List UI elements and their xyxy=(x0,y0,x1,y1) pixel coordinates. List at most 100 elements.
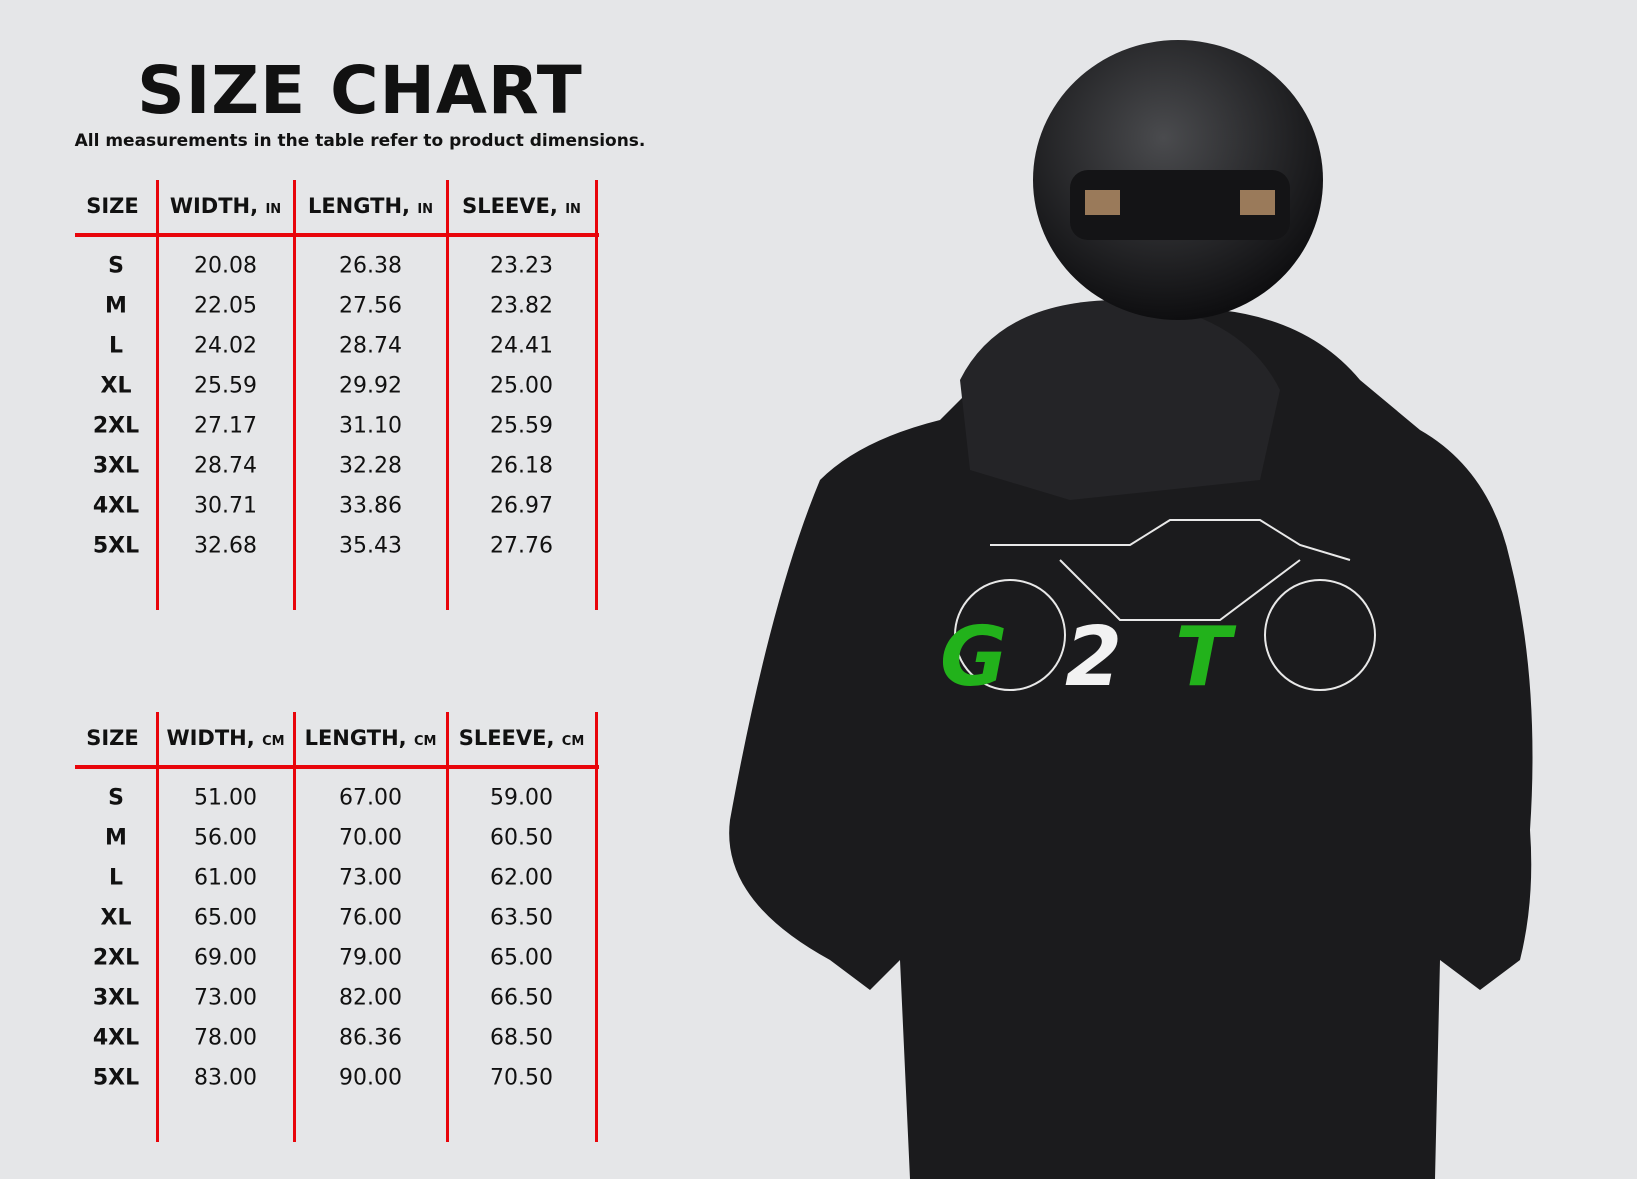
measurement-cell: 66.50 xyxy=(490,985,553,1011)
measurement-cell: 78.00 xyxy=(194,1025,257,1051)
column-divider xyxy=(156,712,159,1142)
measurement-cell: 83.00 xyxy=(194,1065,257,1091)
column-header: WIDTH, IN xyxy=(159,194,292,218)
header-label: SLEEVE, xyxy=(458,726,555,750)
size-label: XL xyxy=(100,373,132,399)
column-header: SIZE xyxy=(70,726,155,750)
column-header: WIDTH, CM xyxy=(159,726,292,750)
size-label: 5XL xyxy=(92,1065,140,1091)
measurement-cell: 20.08 xyxy=(194,253,257,279)
header-unit: CM xyxy=(413,734,437,749)
measurement-cell: 68.50 xyxy=(490,1025,553,1051)
measurement-cell: 25.59 xyxy=(194,373,257,399)
measurement-cell: 23.82 xyxy=(490,293,553,319)
measurement-cell: 24.41 xyxy=(490,333,553,359)
measurement-cell: 51.00 xyxy=(194,785,257,811)
measurement-cell: 33.86 xyxy=(339,493,402,519)
measurement-cell: 30.71 xyxy=(194,493,257,519)
header-unit: CM xyxy=(561,734,585,749)
header-divider xyxy=(75,765,599,769)
measurement-cell: 56.00 xyxy=(194,825,257,851)
size-label: 5XL xyxy=(92,533,140,559)
column-header: LENGTH, IN xyxy=(296,194,445,218)
measurement-cell: 73.00 xyxy=(194,985,257,1011)
size-label: 2XL xyxy=(92,413,140,439)
measurement-cell: 22.05 xyxy=(194,293,257,319)
header-label: WIDTH, xyxy=(166,726,255,750)
logo-t: T xyxy=(1175,610,1237,705)
measurement-cell: 90.00 xyxy=(339,1065,402,1091)
measurement-cell: 67.00 xyxy=(339,785,402,811)
header-unit: CM xyxy=(262,734,285,749)
size-label: M xyxy=(105,293,127,319)
hoodie xyxy=(729,307,1533,1179)
size-label: 4XL xyxy=(92,1025,140,1051)
column-header: SIZE xyxy=(70,194,155,218)
measurement-cell: 23.23 xyxy=(490,253,553,279)
measurement-cell: 69.00 xyxy=(194,945,257,971)
measurement-cell: 26.38 xyxy=(339,253,402,279)
measurement-cell: 25.00 xyxy=(490,373,553,399)
header-label: SIZE xyxy=(86,194,139,218)
column-divider xyxy=(595,712,598,1142)
logo-2: 2 xyxy=(1065,610,1122,705)
measurement-cell: 27.17 xyxy=(194,413,257,439)
measurement-cell: 27.76 xyxy=(490,533,553,559)
header-label: LENGTH, xyxy=(307,194,410,218)
measurement-cell: 79.00 xyxy=(339,945,402,971)
size-label: S xyxy=(108,785,124,811)
measurement-cell: 65.00 xyxy=(194,905,257,931)
subtitle: All measurements in the table refer to p… xyxy=(74,131,646,151)
size-label: 2XL xyxy=(92,945,140,971)
measurement-cell: 63.50 xyxy=(490,905,553,931)
measurement-cell: 70.00 xyxy=(339,825,402,851)
size-label: L xyxy=(108,865,124,891)
header-unit: IN xyxy=(565,202,581,217)
header-label: LENGTH, xyxy=(304,726,407,750)
column-divider xyxy=(156,180,159,610)
measurement-cell: 28.74 xyxy=(194,453,257,479)
measurement-cell: 61.00 xyxy=(194,865,257,891)
column-divider xyxy=(293,180,296,610)
measurement-cell: 26.18 xyxy=(490,453,553,479)
measurement-cell: 32.28 xyxy=(339,453,402,479)
column-divider xyxy=(595,180,598,610)
hood xyxy=(960,300,1280,500)
measurement-cell: 62.00 xyxy=(490,865,553,891)
logo-g: G xyxy=(940,610,1007,705)
measurement-cell: 27.56 xyxy=(339,293,402,319)
header-divider xyxy=(75,233,599,237)
measurement-cell: 29.92 xyxy=(339,373,402,399)
column-divider xyxy=(446,712,449,1142)
page-title: SIZE CHART xyxy=(137,52,583,129)
column-divider xyxy=(446,180,449,610)
measurement-cell: 65.00 xyxy=(490,945,553,971)
header-label: WIDTH, xyxy=(169,194,259,218)
column-header: SLEEVE, IN xyxy=(449,194,594,218)
measurement-cell: 70.50 xyxy=(490,1065,553,1091)
size-label: 3XL xyxy=(92,453,140,479)
measurement-cell: 28.74 xyxy=(339,333,402,359)
measurement-cell: 86.36 xyxy=(339,1025,402,1051)
size-label: M xyxy=(105,825,127,851)
measurement-cell: 24.02 xyxy=(194,333,257,359)
size-label: XL xyxy=(100,905,132,931)
measurement-cell: 76.00 xyxy=(339,905,402,931)
size-label: L xyxy=(108,333,124,359)
header-unit: IN xyxy=(265,202,282,217)
model-photo: G 2 T xyxy=(729,40,1533,1179)
measurement-cell: 32.68 xyxy=(194,533,257,559)
measurement-cell: 82.00 xyxy=(339,985,402,1011)
header-label: SLEEVE, xyxy=(462,194,558,218)
measurement-cell: 35.43 xyxy=(339,533,402,559)
header-unit: IN xyxy=(417,202,434,217)
measurement-cell: 73.00 xyxy=(339,865,402,891)
column-header: SLEEVE, CM xyxy=(449,726,594,750)
motorcycle-drawing xyxy=(954,519,1376,691)
measurement-cell: 26.97 xyxy=(490,493,553,519)
measurement-cell: 59.00 xyxy=(490,785,553,811)
size-label: 3XL xyxy=(92,985,140,1011)
measurement-cell: 31.10 xyxy=(339,413,402,439)
measurement-cell: 60.50 xyxy=(490,825,553,851)
size-label: 4XL xyxy=(92,493,140,519)
